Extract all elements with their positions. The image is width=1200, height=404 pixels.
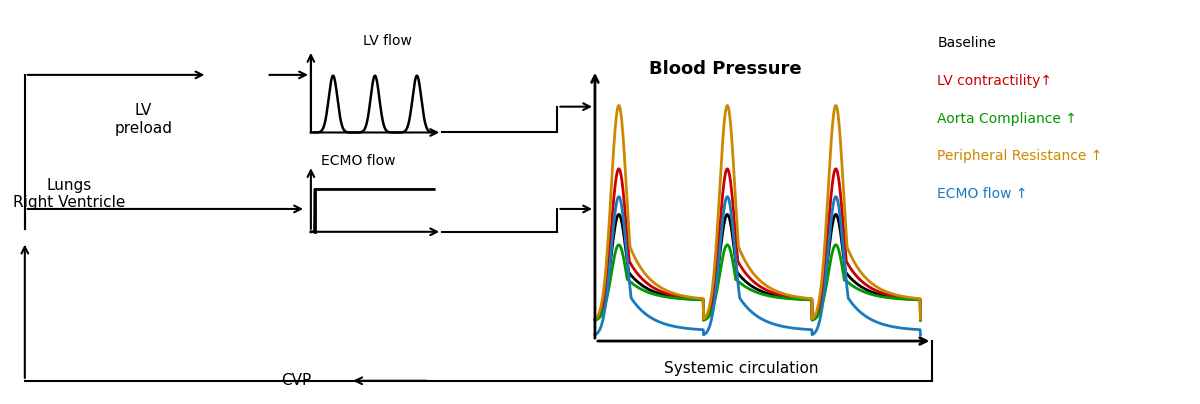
Text: Lungs
Right Ventricle: Lungs Right Ventricle: [13, 178, 125, 210]
Text: Peripheral Resistance ↑: Peripheral Resistance ↑: [937, 149, 1103, 163]
Text: LV
preload: LV preload: [114, 103, 172, 136]
Text: Systemic circulation: Systemic circulation: [664, 361, 818, 376]
Text: Blood Pressure: Blood Pressure: [649, 60, 802, 78]
Text: Baseline: Baseline: [937, 36, 996, 50]
Text: ECMO flow: ECMO flow: [320, 154, 395, 168]
Text: LV contractility↑: LV contractility↑: [937, 74, 1052, 88]
Text: Aorta Compliance ↑: Aorta Compliance ↑: [937, 112, 1078, 126]
Text: LV flow: LV flow: [362, 34, 412, 48]
Text: ECMO flow ↑: ECMO flow ↑: [937, 187, 1027, 201]
Text: CVP: CVP: [281, 373, 311, 388]
